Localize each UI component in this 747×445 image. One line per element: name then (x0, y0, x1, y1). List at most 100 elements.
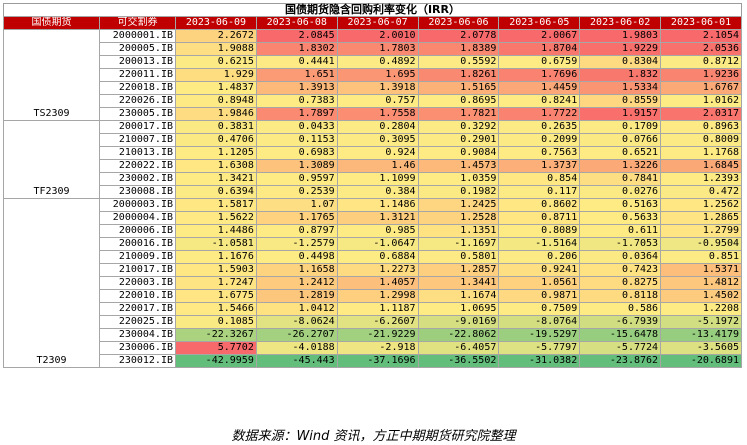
irr-value-cell: 1.9157 (579, 107, 662, 121)
irr-value-cell: 1.1486 (336, 198, 419, 212)
irr-value-cell: 0.924 (336, 146, 419, 160)
irr-value-cell: 5.7702 (175, 341, 257, 355)
irr-value-cell: 1.4837 (175, 81, 257, 95)
irr-value-cell: -1.7053 (579, 237, 662, 251)
irr-value-cell: 1.5903 (175, 263, 257, 277)
irr-value-cell: -19.5297 (498, 328, 581, 342)
irr-value-cell: 1.651 (255, 68, 338, 82)
irr-value-cell: 0.8711 (498, 211, 581, 225)
table-row: 220025.IB 0.1085 -8.0624 -6.2607 -9.0169 -8.0… (4, 315, 742, 329)
irr-value-cell: 0.4892 (336, 55, 419, 69)
irr-value-cell: 1.5334 (579, 81, 662, 95)
irr-value-cell: 0.2901 (417, 133, 500, 147)
irr-value-cell: 0.6983 (255, 146, 338, 160)
table-row: TS2309 2000001.IB 2.2672 2.0845 2.0010 2.0778… (3, 29, 742, 121)
irr-value-cell: 0.2539 (255, 185, 338, 199)
irr-value-cell: 0.9241 (498, 263, 581, 277)
irr-value-cell: 1.9088 (175, 42, 257, 56)
irr-value-cell: 0.8559 (579, 94, 662, 108)
irr-value-cell: 1.1099 (336, 172, 419, 186)
irr-value-cell: 0.8695 (417, 94, 500, 108)
table-row: 220018.IB 1.4837 1.3913 1.3918 1.5165 1.4459 1… (4, 81, 742, 95)
irr-value-cell: -22.8062 (417, 328, 500, 342)
irr-value-cell: 1.832 (579, 68, 662, 82)
irr-value-cell: 1.5817 (175, 198, 257, 212)
irr-value-cell: 0.3095 (336, 133, 419, 147)
irr-value-cell: 1.4573 (417, 159, 500, 173)
bond-code-cell: 230002.IB (99, 172, 176, 186)
bond-code-cell: 210007.IB (99, 133, 176, 147)
irr-value-cell: 0.7841 (579, 172, 662, 186)
irr-value-cell: 0.2804 (336, 120, 419, 134)
irr-value-cell: -5.7797 (498, 341, 581, 355)
irr-value-cell: 0.3831 (175, 120, 257, 134)
header-date: 2023-06-06 (417, 16, 500, 30)
irr-value-cell: -23.8762 (579, 354, 662, 368)
irr-value-cell: -5.1972 (660, 315, 742, 329)
contract-group-label: TS2309 (3, 29, 100, 121)
irr-value-cell: 0.6394 (175, 185, 257, 199)
irr-value-cell: -26.2707 (255, 328, 338, 342)
irr-value-cell: 1.9846 (175, 107, 257, 121)
irr-value-cell: 1.1351 (417, 224, 500, 238)
irr-value-cell: 0.0433 (255, 120, 338, 134)
irr-value-cell: 1.2273 (336, 263, 419, 277)
irr-value-cell: 1.0359 (417, 172, 500, 186)
bond-code-cell: 200016.IB (99, 237, 176, 251)
bond-code-cell: 200013.IB (99, 55, 176, 69)
irr-value-cell: 0.0276 (579, 185, 662, 199)
irr-value-cell: 0.8241 (498, 94, 581, 108)
irr-value-cell: -6.7939 (579, 315, 662, 329)
irr-value-cell: 0.7383 (255, 94, 338, 108)
irr-value-cell: 2.0778 (417, 29, 500, 43)
irr-value-cell: -8.0764 (498, 315, 581, 329)
irr-value-cell: 1.8261 (417, 68, 500, 82)
irr-value-cell: 1.2208 (660, 302, 742, 316)
irr-value-cell: -13.4179 (660, 328, 742, 342)
irr-value-cell: 1.7821 (417, 107, 500, 121)
header-date: 2023-06-05 (498, 16, 581, 30)
irr-value-cell: -15.6478 (579, 328, 662, 342)
irr-value-cell: 1.1187 (336, 302, 419, 316)
irr-value-cell: 1.2425 (417, 198, 500, 212)
bond-code-cell: 230005.IB (99, 107, 176, 121)
table-row: 220022.IB 1.6308 1.3089 1.46 1.4573 1.3737 1.3… (4, 159, 742, 173)
irr-value-cell: 0.8712 (660, 55, 742, 69)
irr-value-cell: 0.586 (579, 302, 662, 316)
irr-value-cell: 1.1676 (175, 250, 257, 264)
irr-value-cell: 1.1765 (255, 211, 338, 225)
header-date: 2023-06-07 (336, 16, 419, 30)
irr-value-cell: -1.5164 (498, 237, 581, 251)
table-row: 210017.IB 1.5903 1.1658 1.2273 1.2857 0.9241 0… (4, 263, 742, 277)
irr-value-cell: 1.2562 (660, 198, 742, 212)
irr-value-cell: 0.2635 (498, 120, 581, 134)
irr-value-cell: -6.2607 (336, 315, 419, 329)
table-row: 230008.IB 0.6394 0.2539 0.384 0.1982 0.117 0.0… (4, 185, 742, 199)
irr-value-cell: 0.8275 (579, 276, 662, 290)
irr-value-cell: 1.3089 (255, 159, 338, 173)
irr-value-cell: 2.0845 (255, 29, 338, 43)
irr-value-cell: 0.851 (660, 250, 742, 264)
irr-value-cell: -31.0382 (498, 354, 581, 368)
table-row: 230002.IB 1.3421 0.9597 1.1099 1.0359 0.854 0.… (4, 172, 742, 186)
irr-value-cell: -3.5605 (660, 341, 742, 355)
bond-code-cell: 220022.IB (99, 159, 176, 173)
irr-value-cell: 1.1674 (417, 289, 500, 303)
irr-value-cell: -1.0647 (336, 237, 419, 251)
table-row: 210013.IB 1.1205 0.6983 0.924 0.9084 0.7563 0.… (4, 146, 742, 160)
bond-code-cell: 2000001.IB (99, 29, 176, 43)
header-row: 国债期货 可交割券 2023-06-09 2023-06-08 2023-06-07… (3, 16, 742, 30)
irr-value-cell: 0.8602 (498, 198, 581, 212)
irr-value-cell: 0.757 (336, 94, 419, 108)
irr-value-cell: 1.7696 (498, 68, 581, 82)
bond-code-cell: 220011.IB (99, 68, 176, 82)
irr-value-cell: -6.4057 (417, 341, 500, 355)
irr-value-cell: 1.8302 (255, 42, 338, 56)
table-row: TF2309 200017.IB 0.3831 0.0433 0.2804 0.3292 0… (3, 120, 742, 199)
irr-value-cell: 1.3226 (579, 159, 662, 173)
irr-value-cell: 2.0317 (660, 107, 742, 121)
irr-value-cell: 0.4441 (255, 55, 338, 69)
irr-value-cell: 0.6521 (579, 146, 662, 160)
irr-value-cell: -36.5502 (417, 354, 500, 368)
irr-value-cell: 1.5466 (175, 302, 257, 316)
